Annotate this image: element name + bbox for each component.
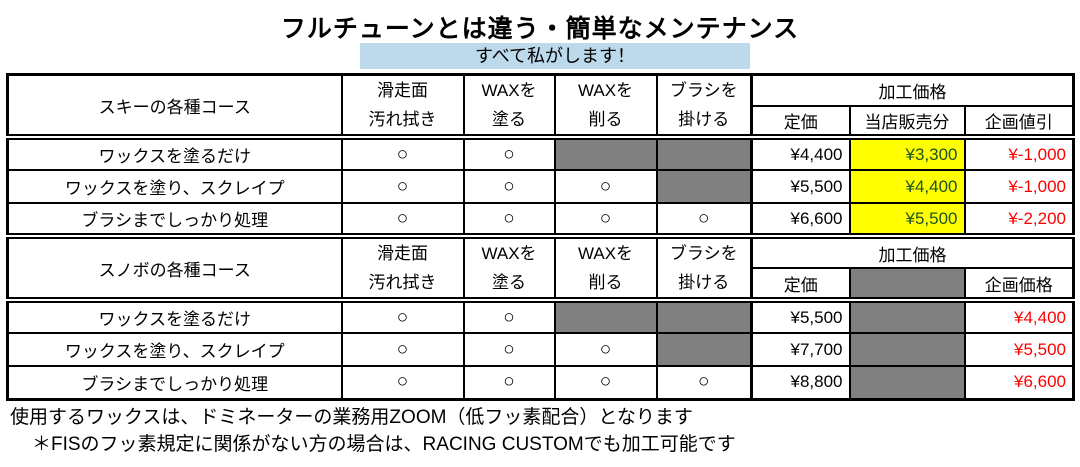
ski-step-header-wax-scrape: WAXを 削る <box>553 73 658 138</box>
table-row: ワックスを塗り、スクレイプ ○ ○ ○ ¥5,500 ¥4,400 ¥-1,00… <box>6 169 1075 204</box>
step-header-line1: ブラシを <box>669 244 738 263</box>
snowboard-step-header-wipe: 滑走面 汚れ拭き <box>340 233 465 301</box>
course-label: ブラシまでしっかり処理 <box>6 202 343 237</box>
maintenance-price-table: スキーの各種コース 滑走面 汚れ拭き WAXを 塗る WAXを 削る ブラシを … <box>6 73 1075 401</box>
ski-step-header-brush: ブラシを 掛ける <box>655 73 753 138</box>
ski-step-header-wipe: 滑走面 汚れ拭き <box>340 73 465 138</box>
ski-price-group-header: 加工価格 <box>750 73 1075 107</box>
step-header-line2: 掛ける <box>678 110 730 129</box>
step-header-line1: 滑走面 <box>377 81 428 100</box>
step-header-line2: 汚れ拭き <box>368 273 437 292</box>
list-price-cell: ¥7,700 <box>750 332 851 367</box>
step-cell: ○ <box>553 365 658 400</box>
step-cell: ○ <box>340 365 465 400</box>
ski-price-col-discount: 企画値引 <box>963 104 1075 139</box>
step-header-line1: WAXを <box>481 81 537 100</box>
step-cell: ○ <box>462 332 556 367</box>
table-row: ブラシまでしっかり処理 ○ ○ ○ ○ ¥8,800 ¥6,600 <box>6 365 1075 400</box>
step-cell <box>553 297 658 334</box>
step-header-line1: WAXを <box>577 81 634 100</box>
discount-cell: ¥-1,000 <box>963 134 1075 171</box>
blank-price-cell <box>848 332 966 367</box>
step-header-line2: 掛ける <box>678 273 730 292</box>
footnote-fis-info: ＊FISのフッ素規定に関係がない方の場合は、RACING CUSTOMでも加工可… <box>32 434 736 455</box>
plan-price-cell: ¥6,600 <box>963 365 1075 400</box>
step-cell <box>655 332 753 367</box>
step-header-line2: 汚れ拭き <box>368 110 437 129</box>
step-header-line2: 削る <box>588 110 623 129</box>
blank-price-cell <box>848 297 966 334</box>
ski-price-col-store: 当店販売分 <box>848 104 966 139</box>
table-row: ワックスを塗るだけ ○ ○ ¥5,500 ¥4,400 <box>6 297 1075 334</box>
step-cell: ○ <box>462 202 556 237</box>
step-cell <box>553 134 658 171</box>
course-label: ワックスを塗るだけ <box>6 297 343 334</box>
step-cell: ○ <box>340 169 465 204</box>
snowboard-price-col-list: 定価 <box>750 267 851 301</box>
footnote-wax-info: 使用するワックスは、ドミネーターの業務用ZOOM（低フッ素配合）となります <box>10 407 693 428</box>
snowboard-step-header-wax-scrape: WAXを 削る <box>553 233 658 301</box>
step-cell: ○ <box>340 134 465 171</box>
step-header-line2: 削る <box>588 273 623 292</box>
discount-cell: ¥-1,000 <box>963 169 1075 204</box>
course-label: ワックスを塗り、スクレイプ <box>6 332 343 367</box>
snowboard-course-header: スノボの各種コース <box>6 233 343 301</box>
blank-price-cell <box>848 365 966 400</box>
list-price-cell: ¥4,400 <box>750 134 851 171</box>
snowboard-step-header-wax-apply: WAXを 塗る <box>462 233 556 301</box>
step-cell: ○ <box>553 169 658 204</box>
snowboard-price-col-blank <box>848 267 966 301</box>
footnotes: 使用するワックスは、ドミネーターの業務用ZOOM（低フッ素配合）となります ＊F… <box>10 404 1070 458</box>
ski-course-header: スキーの各種コース <box>6 73 343 138</box>
course-label: ワックスを塗り、スクレイプ <box>6 169 343 204</box>
table-row: ブラシまでしっかり処理 ○ ○ ○ ○ ¥6,600 ¥5,500 ¥-2,20… <box>6 202 1075 237</box>
list-price-cell: ¥5,500 <box>750 297 851 334</box>
step-header-line1: 滑走面 <box>377 244 428 263</box>
step-header-line1: WAXを <box>577 244 634 263</box>
table-row: ワックスを塗り、スクレイプ ○ ○ ○ ¥7,700 ¥5,500 <box>6 332 1075 367</box>
step-header-line2: 塗る <box>492 273 526 292</box>
step-cell: ○ <box>655 202 753 237</box>
list-price-cell: ¥5,500 <box>750 169 851 204</box>
step-cell: ○ <box>462 297 556 334</box>
step-header-line1: ブラシを <box>669 81 738 100</box>
page-title: フルチューンとは違う・簡単なメンテナンス <box>280 15 800 43</box>
store-price-cell: ¥4,400 <box>848 169 966 204</box>
table-row: ワックスを塗るだけ ○ ○ ¥4,400 ¥3,300 ¥-1,000 <box>6 134 1075 171</box>
subtitle-banner: すべて私がします！ <box>360 43 750 69</box>
step-header-line2: 塗る <box>492 110 526 129</box>
step-cell: ○ <box>340 332 465 367</box>
plan-price-cell: ¥4,400 <box>963 297 1075 334</box>
store-price-cell: ¥3,300 <box>848 134 966 171</box>
store-price-cell: ¥5,500 <box>848 202 966 237</box>
step-cell: ○ <box>462 169 556 204</box>
step-cell: ○ <box>340 202 465 237</box>
step-header-line1: WAXを <box>481 244 537 263</box>
step-cell <box>655 169 753 204</box>
step-cell: ○ <box>553 202 658 237</box>
step-cell: ○ <box>553 332 658 367</box>
step-cell: ○ <box>462 134 556 171</box>
snowboard-price-group-header: 加工価格 <box>750 233 1075 269</box>
step-cell <box>655 134 753 171</box>
ski-price-col-list: 定価 <box>750 104 851 139</box>
course-label: ワックスを塗るだけ <box>6 134 343 171</box>
list-price-cell: ¥6,600 <box>750 202 851 237</box>
ski-step-header-wax-apply: WAXを 塗る <box>462 73 556 138</box>
step-cell: ○ <box>340 297 465 334</box>
step-cell <box>655 297 753 334</box>
snowboard-step-header-brush: ブラシを 掛ける <box>655 233 753 301</box>
plan-price-cell: ¥5,500 <box>963 332 1075 367</box>
list-price-cell: ¥8,800 <box>750 365 851 400</box>
discount-cell: ¥-2,200 <box>963 202 1075 237</box>
step-cell: ○ <box>655 365 753 400</box>
snowboard-price-col-plan: 企画価格 <box>963 267 1075 301</box>
step-cell: ○ <box>462 365 556 400</box>
course-label: ブラシまでしっかり処理 <box>6 365 343 400</box>
